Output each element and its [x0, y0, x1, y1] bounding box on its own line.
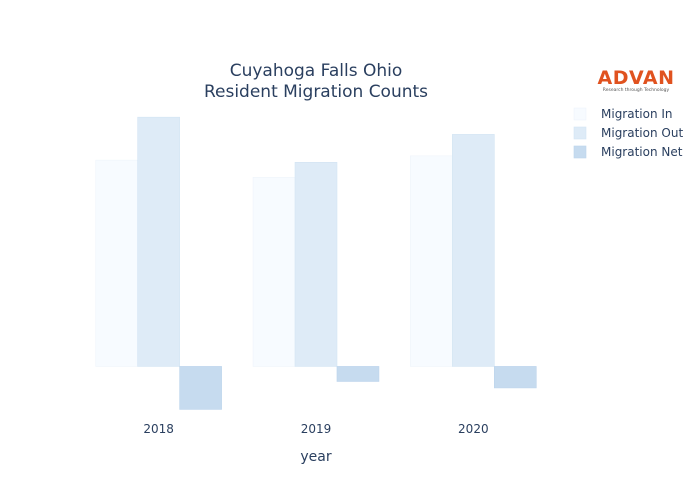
chart-title-line-2: Resident Migration Counts [204, 82, 428, 102]
x-tick-label: 2018 [143, 422, 174, 436]
chart-title-line-1: Cuyahoga Falls Ohio [230, 61, 403, 81]
logo-tagline: Research through Technology [603, 87, 670, 93]
legend-item-migration-out[interactable]: Migration Out [573, 126, 683, 140]
x-tick-label: 2019 [301, 422, 332, 436]
bar-migration-in-2018[interactable] [95, 159, 138, 367]
bar-migration-out-2018[interactable] [137, 116, 180, 367]
x-axis-title: year [300, 449, 331, 465]
bar-migration-net-2018[interactable] [179, 366, 222, 410]
bar-migration-net-2020[interactable] [494, 366, 537, 389]
bar-migration-out-2019[interactable] [294, 162, 338, 367]
bar-migration-in-2019[interactable] [252, 177, 296, 367]
bar-migration-net-2019[interactable] [336, 366, 380, 382]
legend-label: Migration Net [601, 145, 683, 159]
legend[interactable]: Migration In Migration Out Migration Net [573, 107, 683, 159]
bars-layer [95, 116, 537, 410]
legend-label: Migration In [601, 107, 673, 121]
x-tick-label: 2020 [458, 422, 489, 436]
logo-text: ADVAN [598, 67, 675, 89]
legend-swatch [573, 126, 587, 140]
bar-migration-out-2020[interactable] [452, 134, 495, 367]
legend-label: Migration Out [601, 126, 683, 140]
bar-migration-in-2020[interactable] [410, 155, 453, 367]
chart-title: Cuyahoga Falls Ohio Resident Migration C… [204, 61, 428, 102]
advan-logo: ADVAN Research through Technology [598, 67, 675, 93]
legend-swatch [573, 145, 587, 159]
legend-item-migration-in[interactable]: Migration In [573, 107, 673, 121]
legend-swatch [573, 107, 587, 121]
legend-item-migration-net[interactable]: Migration Net [573, 145, 683, 159]
x-axis-ticks: 2018 2019 2020 [143, 422, 488, 436]
